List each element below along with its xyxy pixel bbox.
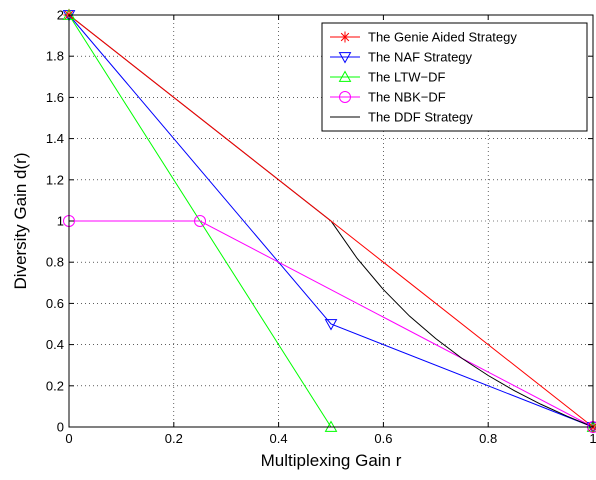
y-tick-label: 0.2 — [46, 378, 64, 393]
series-line — [68, 14, 594, 428]
y-axis-label: Diversity Gain d(r) — [11, 153, 30, 290]
legend-marker — [339, 91, 351, 103]
legend-marker — [338, 70, 352, 82]
legend-box — [321, 22, 588, 132]
x-tick-label: 0.2 — [165, 431, 183, 446]
y-tick-label: 0.6 — [46, 296, 64, 311]
y-tick-label: 0 — [57, 420, 64, 435]
y-tick-label: 1.2 — [46, 172, 64, 187]
legend-label: The DDF Strategy — [368, 110, 473, 125]
legend-marker — [338, 52, 352, 64]
series-marker — [194, 215, 206, 227]
y-tick-label: 2 — [57, 8, 64, 23]
series-marker — [324, 319, 338, 331]
y-tick-label: 0.8 — [46, 255, 64, 270]
legend-label: The NAF Strategy — [368, 50, 473, 65]
x-tick-label: 0.6 — [374, 431, 392, 446]
x-tick-label: 0.8 — [479, 431, 497, 446]
ticks: 0 0.2 0.4 0.6 0.8 1 0 0.2 0.4 0.6 0.8 1 1.2 1.4 1.6 1.8… — [46, 8, 596, 447]
x-tick-label: 0.4 — [270, 431, 288, 446]
y-tick-label: 1.6 — [46, 90, 64, 105]
x-tick-label: 1 — [589, 431, 596, 446]
legend-label: The LTW−DF — [368, 70, 445, 85]
series-line — [68, 14, 594, 428]
x-axis-label: Multiplexing Gain r — [261, 451, 402, 470]
legend-label: The NBK−DF — [368, 90, 446, 105]
series-marker — [324, 420, 338, 432]
legend-marker — [339, 31, 351, 43]
legend-label: The Genie Aided Strategy — [368, 30, 517, 45]
y-tick-label: 0.4 — [46, 337, 64, 352]
series-line — [68, 14, 594, 428]
x-tick-label: 0 — [65, 431, 72, 446]
y-tick-label: 1.4 — [46, 131, 64, 146]
y-tick-label: 1 — [57, 214, 64, 229]
legend: The Genie Aided Strategy The NAF Strategy… — [321, 22, 588, 132]
y-tick-label: 1.8 — [46, 49, 64, 64]
